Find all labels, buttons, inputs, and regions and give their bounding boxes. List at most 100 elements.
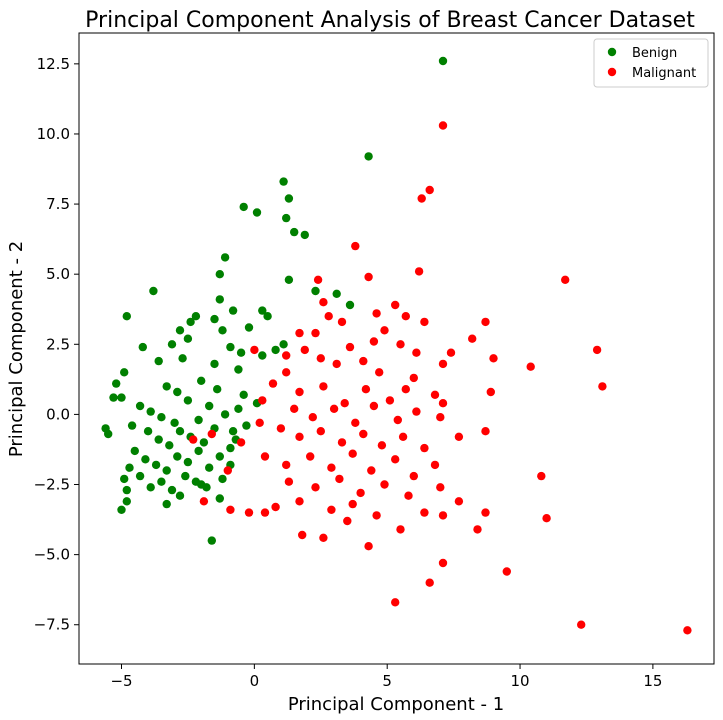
- point-malignant-44: [401, 385, 410, 394]
- point-malignant-49: [308, 413, 317, 422]
- point-malignant-51: [351, 418, 360, 427]
- point-malignant-113: [236, 438, 246, 447]
- point-malignant-68: [260, 452, 270, 461]
- point-benign-83: [157, 477, 166, 486]
- point-malignant-104: [425, 578, 434, 587]
- legend-label-benign: Benign: [632, 46, 677, 61]
- point-malignant-93: [244, 508, 254, 517]
- point-malignant-85: [295, 497, 304, 506]
- chart-title: Principal Component Analysis of Breast C…: [85, 8, 695, 33]
- point-benign-35: [154, 356, 163, 366]
- x-axis-ticks: −5 0 5 10 15: [110, 664, 662, 690]
- point-benign-64: [199, 438, 209, 447]
- point-benign-34: [271, 345, 280, 355]
- point-malignant-106: [391, 598, 400, 607]
- point-benign-32: [279, 340, 288, 349]
- point-benign-40: [112, 379, 121, 388]
- x-tick-label: 0: [250, 672, 260, 690]
- point-malignant-8: [319, 298, 328, 307]
- point-malignant-48: [290, 404, 299, 413]
- plot-area: −5 0 5 10 15 −7.5 −5.0 −2.5 0.0 2.5 5.0 7.5 10.0 12.…: [34, 32, 715, 690]
- point-benign-85: [181, 471, 190, 481]
- point-malignant-63: [377, 441, 387, 450]
- point-malignant-64: [398, 432, 408, 441]
- point-benign-10: [215, 270, 224, 279]
- point-malignant-5: [414, 267, 424, 276]
- point-malignant-53: [393, 415, 402, 425]
- point-benign-75: [183, 457, 193, 467]
- point-benign-42: [117, 393, 126, 402]
- legend-label-malignant: Malignant: [632, 66, 696, 81]
- point-malignant-36: [598, 382, 607, 391]
- point-malignant-31: [359, 356, 368, 366]
- point-malignant-11: [324, 312, 333, 321]
- point-malignant-71: [327, 463, 336, 472]
- point-malignant-2: [417, 194, 426, 203]
- point-benign-56: [220, 410, 230, 419]
- point-benign-91: [117, 505, 126, 514]
- point-benign-37: [210, 359, 219, 369]
- point-benign-30: [226, 342, 235, 352]
- y-tick-label: 12.5: [37, 55, 70, 73]
- point-benign-26: [244, 323, 254, 332]
- point-benign-27: [167, 340, 177, 349]
- point-malignant-25: [489, 354, 498, 363]
- point-malignant-86: [327, 505, 336, 514]
- point-malignant-14: [401, 312, 410, 321]
- point-malignant-81: [380, 480, 389, 489]
- point-benign-22: [191, 312, 201, 321]
- point-malignant-94: [260, 508, 270, 517]
- point-malignant-3: [351, 241, 360, 251]
- point-benign-3: [284, 194, 294, 203]
- y-tick-label: 0.0: [46, 405, 70, 423]
- point-benign-9: [220, 253, 230, 262]
- point-benign-73: [162, 466, 171, 475]
- point-malignant-21: [396, 340, 405, 349]
- y-tick-label: 7.5: [46, 195, 70, 213]
- point-malignant-13: [380, 326, 389, 335]
- point-benign-23: [210, 314, 219, 324]
- point-benign-33: [258, 351, 267, 360]
- point-malignant-99: [396, 525, 405, 534]
- point-benign-76: [194, 446, 203, 456]
- point-malignant-38: [282, 368, 291, 377]
- point-malignant-42: [361, 385, 371, 394]
- x-tick-label: 5: [382, 672, 392, 690]
- point-malignant-66: [454, 432, 464, 441]
- point-malignant-107: [577, 620, 586, 629]
- point-malignant-22: [412, 348, 421, 357]
- point-malignant-108: [683, 626, 692, 635]
- point-malignant-52: [369, 401, 379, 411]
- point-malignant-57: [255, 418, 264, 427]
- y-axis-ticks: −7.5 −5.0 −2.5 0.0 2.5 5.0 7.5 10.0 12.5: [34, 55, 79, 634]
- point-benign-24: [175, 326, 185, 335]
- point-malignant-33: [409, 373, 418, 383]
- point-benign-70: [130, 446, 139, 456]
- y-tick-label: −7.5: [34, 616, 70, 634]
- point-malignant-28: [300, 345, 309, 355]
- point-malignant-67: [481, 427, 490, 436]
- point-malignant-45: [430, 390, 440, 399]
- point-malignant-40: [319, 382, 328, 391]
- x-tick-label: 10: [510, 672, 529, 690]
- point-malignant-82: [404, 491, 413, 500]
- x-tick-label: −5: [110, 672, 132, 690]
- point-malignant-74: [391, 455, 400, 464]
- legend-items: Benign Malignant: [607, 46, 696, 81]
- x-tick-label: 15: [643, 672, 662, 690]
- point-benign-89: [120, 474, 129, 484]
- point-malignant-4: [364, 272, 373, 282]
- point-benign-88: [218, 474, 227, 484]
- point-benign-39: [120, 368, 129, 377]
- point-malignant-46: [486, 387, 495, 397]
- point-malignant-69: [282, 460, 291, 470]
- point-benign-45: [197, 376, 206, 385]
- point-malignant-26: [592, 345, 602, 355]
- point-benign-18: [258, 306, 267, 315]
- point-benign-16: [311, 286, 320, 296]
- point-malignant-55: [436, 413, 445, 422]
- point-malignant-32: [375, 368, 384, 377]
- point-benign-72: [151, 460, 161, 470]
- point-malignant-70: [306, 452, 315, 461]
